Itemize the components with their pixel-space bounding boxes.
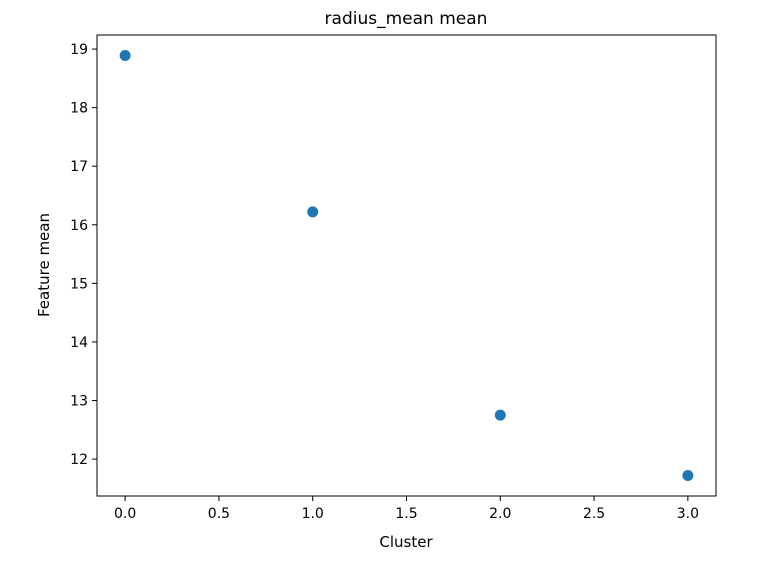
- x-axis-label: Cluster: [379, 533, 433, 551]
- chart-title: radius_mean mean: [325, 9, 488, 29]
- y-tick-label: 14: [70, 335, 88, 351]
- x-tick-label: 0.5: [208, 506, 230, 522]
- data-point: [682, 469, 694, 481]
- x-tick-label: 1.5: [395, 506, 417, 522]
- x-tick-label: 1.0: [302, 506, 324, 522]
- data-point: [307, 206, 319, 218]
- x-tick-label: 3.0: [677, 506, 699, 522]
- y-axis-label: Feature mean: [35, 213, 53, 317]
- y-tick-label: 18: [70, 101, 88, 117]
- data-point: [494, 409, 506, 421]
- y-tick-label: 12: [70, 452, 88, 468]
- plot-area: 0.0 0.5 1.0 1.5 2.0 2.5 3.0 12 13 14 15 16 17 18 19: [70, 34, 717, 522]
- y-axis-ticks: 12 13 14 15 16 17 18 19: [70, 42, 97, 468]
- y-tick-label: 19: [70, 42, 88, 58]
- x-tick-label: 2.5: [583, 506, 605, 522]
- y-tick-label: 17: [70, 159, 88, 175]
- x-tick-label: 2.0: [489, 506, 511, 522]
- x-axis-ticks: 0.0 0.5 1.0 1.5 2.0 2.5 3.0: [114, 496, 699, 522]
- y-tick-label: 15: [70, 276, 88, 292]
- data-point: [119, 50, 131, 62]
- x-tick-label: 0.0: [114, 506, 136, 522]
- y-tick-label: 13: [70, 394, 88, 410]
- y-tick-label: 16: [70, 218, 88, 234]
- data-points: [119, 50, 694, 481]
